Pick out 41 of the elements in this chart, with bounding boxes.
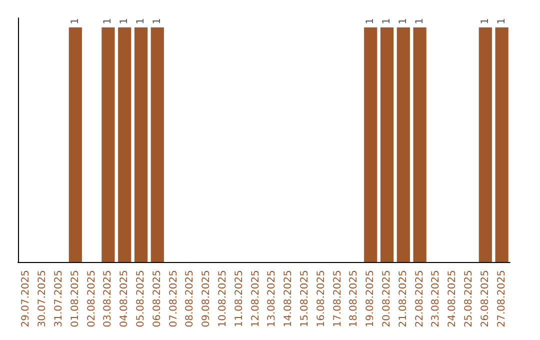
x-tick-label: 18.08.2025 [348, 270, 360, 328]
data-label: 1 [496, 18, 508, 24]
data-label: 1 [152, 18, 163, 24]
x-tick-label: 19.08.2025 [365, 270, 376, 328]
data-label: 1 [102, 18, 114, 24]
x-tick-label: 27.08.2025 [496, 270, 508, 328]
x-tick-label: 21.08.2025 [398, 270, 409, 328]
x-tick-label: 01.08.2025 [70, 270, 81, 328]
x-tick-label: 22.08.2025 [414, 270, 426, 328]
x-tick-label: 14.08.2025 [283, 270, 294, 328]
x-tick-label: 09.08.2025 [201, 270, 212, 328]
x-tick-label: 29.07.2025 [20, 270, 32, 328]
data-label: 1 [70, 18, 81, 24]
x-tick-label: 24.08.2025 [447, 270, 458, 328]
x-tick-label: 06.08.2025 [152, 270, 163, 328]
x-tick-label: 15.08.2025 [300, 270, 310, 328]
x-tick-label: 16.08.2025 [316, 270, 327, 328]
x-tick-label: 20.08.2025 [382, 270, 392, 328]
x-tick-label: 02.08.2025 [86, 270, 98, 328]
x-tick-label: 17.08.2025 [332, 270, 344, 328]
x-tick-label: 31.07.2025 [54, 270, 64, 328]
data-label: 1 [398, 18, 409, 24]
x-tick-label: 25.08.2025 [464, 270, 474, 328]
data-label: 1 [136, 18, 146, 24]
x-tick-label: 08.08.2025 [184, 270, 196, 328]
x-tick-label: 10.08.2025 [218, 270, 228, 328]
data-label: 1 [382, 18, 392, 24]
x-tick-label: 05.08.2025 [136, 270, 146, 328]
x-tick-label: 13.08.2025 [266, 270, 278, 328]
x-tick-label: 23.08.2025 [430, 270, 442, 328]
x-tick-label: 12.08.2025 [250, 270, 262, 328]
x-tick-label: 30.07.2025 [37, 270, 48, 328]
data-label: 1 [365, 18, 376, 24]
x-tick-label: 26.08.2025 [480, 270, 491, 328]
x-tick-label: 03.08.2025 [102, 270, 114, 328]
data-label: 1 [119, 18, 130, 24]
x-tick-label: 11.08.2025 [234, 270, 245, 328]
x-tick-label: 04.08.2025 [119, 270, 130, 328]
x-tick-label: 07.08.2025 [168, 270, 180, 328]
data-label: 1 [414, 18, 426, 24]
data-label: 1 [480, 18, 491, 24]
